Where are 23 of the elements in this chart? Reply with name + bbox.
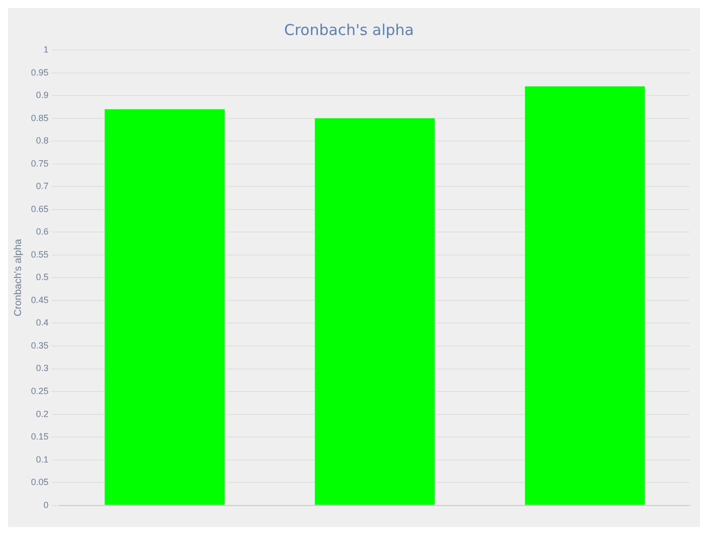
y-tick-label: 0.8	[36, 136, 49, 146]
y-tick-label: 0.35	[30, 340, 49, 350]
y-tick-label: 0.1	[36, 454, 49, 464]
y-tick-label: 0.4	[36, 318, 49, 328]
y-tick-label: 0.15	[30, 432, 49, 442]
y-tick-label: 0.2	[36, 408, 49, 419]
y-tick-label: 0.5	[36, 272, 49, 282]
y-tick-label: 0.95	[30, 67, 49, 78]
y-tick-label: 0.85	[30, 112, 49, 123]
y-tick-label: 0.25	[30, 386, 49, 396]
y-tick-label: 0.9	[36, 90, 49, 100]
y-tick-label: 0.3	[36, 363, 49, 374]
y-tick-label: 0.55	[30, 249, 49, 260]
y-tick-label: 0.6	[36, 226, 49, 237]
y-tick-label: 0	[44, 500, 49, 510]
y-tick-label: 0.7	[36, 181, 49, 192]
y-axis-title: Cronbach's alpha	[12, 238, 24, 316]
y-tick-label: 0.75	[30, 158, 49, 168]
chart-title: Cronbach's alpha	[284, 20, 414, 39]
y-tick-label: 0.45	[30, 294, 49, 305]
y-tick-label: 0.05	[30, 477, 49, 488]
y-tick-label: 1	[44, 44, 49, 54]
y-tick-label: 0.65	[30, 204, 49, 214]
